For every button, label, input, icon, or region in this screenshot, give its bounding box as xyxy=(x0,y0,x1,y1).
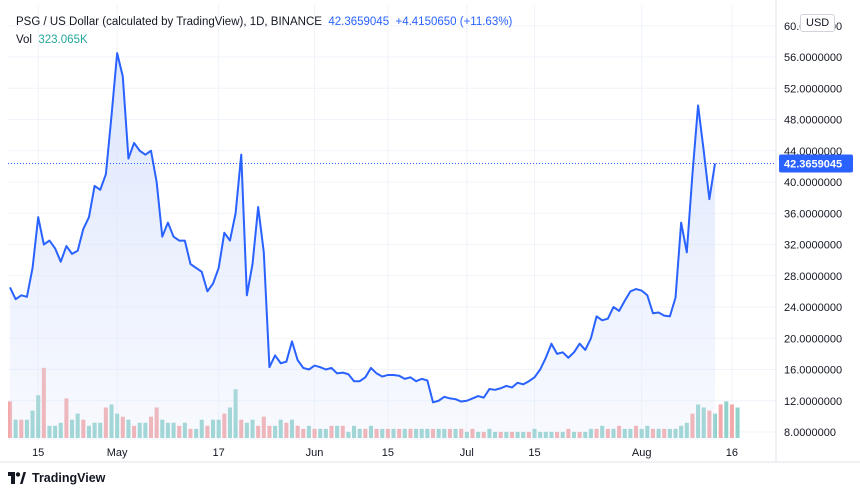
y-tick-label: 48.0000000 xyxy=(784,115,842,127)
y-tick-label: 12.0000000 xyxy=(784,396,842,408)
x-tick-label: May xyxy=(107,447,128,459)
y-tick-label: 56.0000000 xyxy=(784,52,842,64)
volume-bar xyxy=(729,404,734,438)
last-price-tag: 42.3659045 xyxy=(779,154,853,173)
x-tick-label: Jul xyxy=(460,447,474,459)
time-scale[interactable]: 15 May 17 Jun 15 Jul 15 Aug 16 xyxy=(32,447,738,459)
y-tick-label: 28.0000000 xyxy=(784,271,842,283)
y-tick-label: 20.0000000 xyxy=(784,333,842,345)
currency-button[interactable]: USD xyxy=(800,14,836,32)
x-tick-label: Aug xyxy=(632,447,652,459)
price-area xyxy=(9,52,716,441)
y-tick-label: 52.0000000 xyxy=(784,83,842,95)
price-tag-box xyxy=(779,154,853,173)
volume-label: Vol xyxy=(16,34,32,46)
area-fill xyxy=(10,53,715,441)
volume-bar xyxy=(724,401,729,438)
volume-bar xyxy=(718,404,723,438)
last-value: 42.3659045 xyxy=(328,16,390,28)
volume-value: 323.065K xyxy=(38,34,88,46)
x-tick-label: 16 xyxy=(726,447,738,459)
x-tick-label: 15 xyxy=(32,447,44,459)
y-tick-label: 32.0000000 xyxy=(784,240,842,252)
x-tick-label: Jun xyxy=(306,447,324,459)
price-tag-label: 42.3659045 xyxy=(784,159,842,171)
x-tick-label: 17 xyxy=(213,447,225,459)
symbol-description[interactable]: PSG / US Dollar (calculated by TradingVi… xyxy=(16,16,322,28)
brand-name: TradingView xyxy=(32,471,106,485)
x-tick-label: 15 xyxy=(528,447,540,459)
volume-bar xyxy=(735,407,740,438)
x-tick-label: 15 xyxy=(382,447,394,459)
legend-row-symbol: PSG / US Dollar (calculated by TradingVi… xyxy=(16,13,512,31)
tradingview-logo[interactable]: TradingView xyxy=(8,471,105,485)
y-tick-label: 16.0000000 xyxy=(784,365,842,377)
y-tick-label: 40.0000000 xyxy=(784,177,842,189)
change-value: +4.4150650 (+11.63%) xyxy=(395,16,513,28)
y-tick-label: 24.0000000 xyxy=(784,302,842,314)
y-tick-label: 8.0000000 xyxy=(784,427,836,439)
price-scale[interactable]: 8.0000000 12.0000000 16.0000000 20.0000000 2… xyxy=(784,21,842,439)
price-line xyxy=(9,52,716,404)
legend-row-volume: Vol 323.065K xyxy=(16,31,512,49)
chart-axes xyxy=(0,0,860,463)
tradingview-icon xyxy=(8,472,26,484)
y-tick-label: 36.0000000 xyxy=(784,208,842,220)
chart-legend: PSG / US Dollar (calculated by TradingVi… xyxy=(16,13,512,49)
